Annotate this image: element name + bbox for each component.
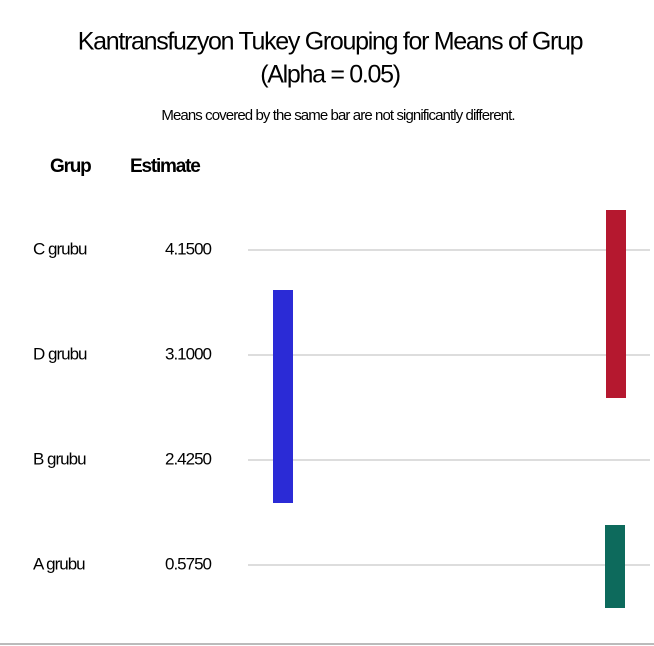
- estimate: 2.4250: [165, 449, 212, 468]
- group-label: D grubu: [33, 344, 87, 363]
- estimate: 0.5750: [165, 554, 212, 573]
- grouping-bar: [605, 525, 625, 608]
- estimate: 4.1500: [165, 239, 212, 258]
- grouping-bar: [273, 290, 293, 503]
- grouping-bar: [606, 210, 626, 398]
- group-label: A grubu: [33, 554, 85, 573]
- column-header: Estimate: [130, 156, 200, 177]
- estimate: 3.1000: [165, 344, 212, 363]
- group-label: C grubu: [33, 239, 87, 258]
- column-header: Grup: [50, 156, 91, 177]
- group-label: B grubu: [33, 449, 86, 468]
- chart-title: Kantransfuzyon Tukey Grouping for Means …: [78, 28, 583, 56]
- chart-subtitle: Means covered by the same bar are not si…: [161, 107, 514, 124]
- chart-title: (Alpha = 0.05): [260, 61, 400, 89]
